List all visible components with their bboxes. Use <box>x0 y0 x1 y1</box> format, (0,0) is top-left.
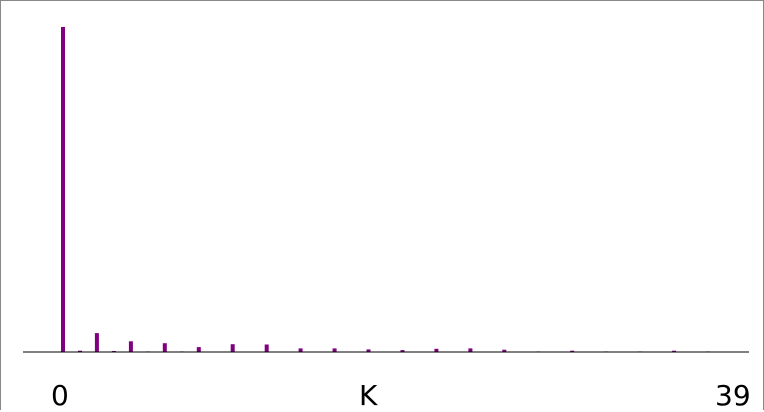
bar-12 <box>264 344 269 352</box>
bar-6 <box>162 343 167 352</box>
bar-22 <box>434 348 439 353</box>
bar-30 <box>570 350 575 352</box>
bar-36 <box>672 350 677 352</box>
bars-group <box>61 27 727 353</box>
bar-8 <box>196 347 201 352</box>
bar-4 <box>128 341 133 352</box>
bar-2 <box>94 333 99 352</box>
x-axis-label: K <box>359 379 378 412</box>
bar-0 <box>61 27 65 352</box>
bar-26 <box>502 349 507 352</box>
bar-18 <box>366 349 371 352</box>
bar-14 <box>298 348 303 352</box>
bar-16 <box>332 348 337 352</box>
bar-20 <box>400 350 405 352</box>
bar-24 <box>468 348 473 352</box>
bar-10 <box>230 344 235 352</box>
bar-1 <box>78 350 82 352</box>
x-tick-label-min: 0 <box>51 379 69 412</box>
x-tick-label-max: 39 <box>715 379 751 412</box>
